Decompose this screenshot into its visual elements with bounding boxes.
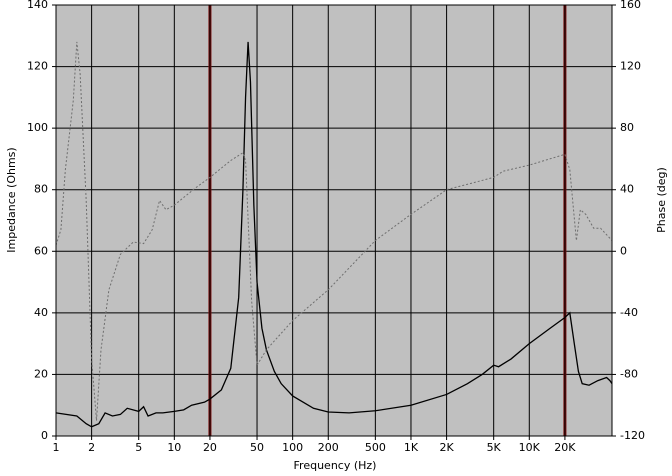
x-axis-label: Frequency (Hz) (294, 459, 377, 472)
y-tick-label: 80 (34, 183, 48, 196)
x-tick-label: 10K (519, 441, 541, 454)
y-tick-label: 0 (41, 429, 48, 442)
y-tick-label: 120 (27, 60, 48, 73)
y-tick-label: 140 (27, 0, 48, 11)
y2-tick-label: -80 (620, 367, 638, 380)
x-tick-label: 20K (554, 441, 576, 454)
y-tick-label: 40 (34, 306, 48, 319)
y-tick-label: 60 (34, 244, 48, 257)
y2-tick-label: 0 (620, 244, 627, 257)
x-tick-label: 10 (167, 441, 181, 454)
x-tick-label: 50 (250, 441, 264, 454)
x-tick-label: 5 (135, 441, 142, 454)
y2-tick-label: 160 (620, 0, 641, 11)
x-tick-label: 500 (365, 441, 386, 454)
x-tick-label: 2K (439, 441, 454, 454)
y2-tick-label: -40 (620, 306, 638, 319)
y-tick-label: 20 (34, 367, 48, 380)
y2-tick-label: 40 (620, 183, 634, 196)
y2-tick-label: -120 (620, 429, 645, 442)
x-tick-label: 2 (88, 441, 95, 454)
y2-tick-label: 120 (620, 60, 641, 73)
y-axis-label: Impedance (Ohms) (5, 147, 18, 252)
plot-area (55, 4, 613, 437)
x-tick-label: 1 (53, 441, 60, 454)
x-tick-label: 100 (282, 441, 303, 454)
x-tick-label: 20 (203, 441, 217, 454)
y2-axis-label: Phase (deg) (655, 167, 668, 233)
y2-tick-label: 80 (620, 121, 634, 134)
y-tick-label: 100 (27, 121, 48, 134)
plot-frame (55, 4, 613, 437)
x-tick-label: 1K (404, 441, 419, 454)
x-tick-label: 5K (487, 441, 502, 454)
impedance-line (55, 41, 613, 428)
x-tick-label: 200 (318, 441, 339, 454)
